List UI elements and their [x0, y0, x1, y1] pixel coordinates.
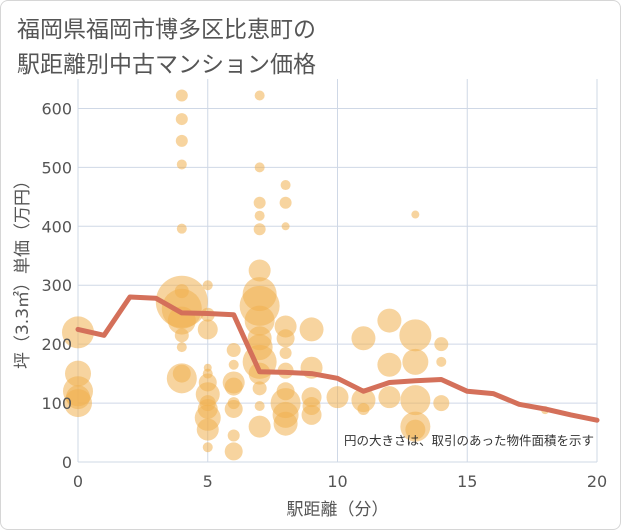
data-bubble: [280, 180, 291, 191]
data-bubble: [433, 395, 450, 412]
data-bubble: [197, 319, 218, 340]
x-tick-label: 15: [457, 472, 477, 491]
data-bubble: [202, 442, 213, 453]
data-bubble: [400, 385, 431, 416]
data-bubble: [301, 404, 322, 425]
data-bubble: [253, 196, 266, 209]
data-bubble: [351, 326, 376, 351]
data-bubble: [227, 429, 240, 442]
data-bubble: [351, 388, 376, 413]
data-bubble: [248, 259, 271, 282]
data-bubble: [66, 385, 90, 410]
data-bubble: [254, 401, 265, 412]
data-bubble: [196, 418, 219, 441]
x-tick-label: 20: [587, 472, 607, 491]
data-bubble: [176, 342, 187, 353]
data-bubble: [224, 442, 243, 461]
data-bubble: [254, 210, 265, 221]
data-bubble: [434, 337, 449, 352]
data-bubble: [254, 162, 265, 173]
x-tick-label: 0: [73, 472, 83, 491]
data-bubble: [252, 381, 267, 396]
data-bubble: [176, 159, 187, 170]
y-tick-label: 400: [41, 217, 72, 236]
y-tick-label: 600: [41, 99, 72, 118]
data-bubble: [377, 352, 402, 377]
data-bubble: [224, 399, 243, 418]
chart-title-line-1: 福岡県福岡市博多区比恵町の: [17, 17, 316, 43]
data-bubble: [273, 411, 298, 436]
data-bubble: [62, 316, 94, 349]
chart-title: 福岡県福岡市博多区比恵町の 駅距離別中古マンション価格: [17, 13, 316, 83]
chart-title-line-2: 駅距離別中古マンション価格: [17, 52, 316, 78]
data-bubble: [254, 90, 265, 101]
data-bubble: [405, 419, 426, 440]
data-bubble: [279, 196, 292, 209]
data-bubble: [176, 223, 187, 234]
data-bubble: [174, 328, 189, 343]
data-bubble: [377, 308, 402, 333]
data-bubble: [166, 363, 197, 394]
data-bubble: [244, 305, 275, 336]
data-bubble: [281, 222, 290, 231]
data-bubble: [378, 386, 401, 409]
data-bubble: [224, 377, 243, 396]
data-bubble: [326, 386, 349, 409]
average-price-line: [75, 294, 600, 423]
x-tick-label: 10: [327, 472, 347, 491]
x-tick-label: 5: [203, 472, 213, 491]
bubble-size-note: 円の大きさは、取引のあった物件面積を示す: [344, 433, 594, 448]
data-bubble: [411, 210, 420, 219]
data-bubble: [279, 346, 292, 359]
y-tick-label: 100: [41, 394, 72, 413]
y-tick-label: 200: [41, 335, 72, 354]
y-tick-label: 500: [41, 158, 72, 177]
y-axis-label: 坪（3.3㎡）単価（万円）: [13, 172, 33, 369]
data-bubble: [175, 113, 188, 126]
x-axis-label: 駅距離（分）: [287, 500, 389, 520]
data-bubble: [202, 280, 213, 291]
y-tick-label: 0: [62, 453, 72, 472]
data-bubble: [226, 343, 241, 358]
y-tick-label: 300: [41, 276, 72, 295]
data-bubble: [228, 359, 239, 370]
data-bubble: [436, 356, 447, 367]
data-bubble: [248, 415, 271, 438]
data-bubble: [276, 329, 295, 348]
data-bubble: [399, 319, 432, 352]
data-bubble: [357, 402, 370, 415]
data-bubble: [402, 348, 429, 375]
data-bubble: [299, 317, 324, 342]
data-bubble: [175, 89, 188, 102]
data-bubble: [253, 223, 266, 236]
data-bubble: [175, 134, 188, 147]
